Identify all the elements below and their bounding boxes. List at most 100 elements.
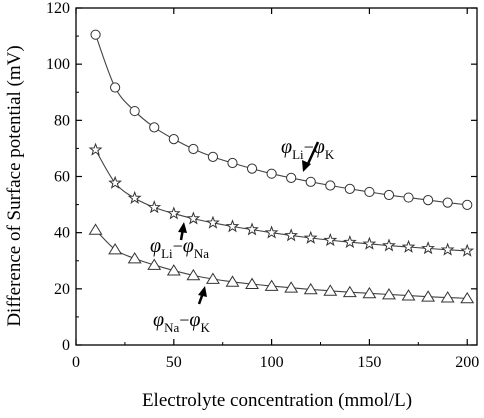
y-tick-label: 40 — [54, 225, 70, 242]
data-point-star — [206, 215, 220, 229]
annotation-li-k-sub-a: Li — [292, 147, 304, 162]
series-line-1 — [95, 34, 468, 206]
data-point-star — [382, 238, 396, 252]
data-point-circle — [207, 151, 219, 162]
data-point-triangle — [166, 264, 181, 276]
y-tick-label: 120 — [46, 0, 70, 17]
data-point-circle — [129, 105, 140, 117]
annotation-li-k: φLi−φK — [281, 136, 335, 172]
x-tick-label: 50 — [166, 354, 182, 371]
annotation-li-na-minus: − — [173, 236, 183, 256]
x-tick-label: 150 — [357, 354, 381, 371]
data-point-triangle — [323, 284, 338, 296]
data-point-circle — [305, 176, 316, 187]
annotation-na-k-phi-a: φ — [153, 309, 164, 331]
annotation-li-k-phi-b: φ — [314, 136, 325, 158]
annotation-na-k-minus: − — [179, 310, 189, 330]
data-point-star — [323, 232, 338, 247]
data-point-circle — [188, 143, 199, 155]
y-tick-label: 80 — [54, 112, 70, 129]
svg-text:φLi−φK: φLi−φK — [281, 136, 335, 162]
x-tick-label: 100 — [260, 354, 284, 371]
annotation-li-k-sub-b: K — [325, 147, 335, 162]
data-point-star — [342, 234, 357, 249]
data-point-circle — [403, 192, 414, 203]
data-point-triangle — [264, 279, 279, 291]
data-point-triangle — [303, 282, 318, 295]
data-point-circle — [168, 134, 179, 145]
data-point-triangle — [460, 291, 475, 304]
data-point-triangle — [88, 223, 103, 235]
annotation-na-k-sub-b: K — [200, 320, 210, 335]
data-point-triangle — [205, 272, 220, 284]
data-point-circle — [442, 197, 453, 208]
data-point-star — [245, 222, 259, 236]
data-point-star — [147, 200, 162, 214]
data-point-star — [460, 243, 475, 257]
data-point-star — [166, 206, 181, 220]
data-point-circle — [90, 29, 101, 40]
data-point-star — [440, 242, 455, 256]
axis-ticks: 0 50 100 150 200 0 20 40 60 80 100 120 — [46, 0, 479, 371]
data-point-circle — [286, 172, 297, 184]
data-point-circle — [266, 168, 277, 179]
annotation-li-na-sub-b: Na — [194, 246, 209, 261]
data-point-circle — [110, 82, 121, 93]
plot-border — [75, 7, 478, 346]
plot-frame — [75, 7, 478, 346]
annotation-li-k-arrow — [305, 141, 320, 167]
data-point-star — [108, 175, 123, 189]
data-point-star — [225, 219, 240, 233]
svg-text:φLi−φNa: φLi−φNa — [150, 235, 209, 261]
data-point-circle — [422, 194, 434, 206]
x-tick-label: 200 — [455, 354, 479, 371]
data-point-circle — [325, 180, 336, 191]
annotation-li-na-arrowhead — [178, 222, 187, 233]
data-point-triangle — [127, 252, 142, 264]
data-point-circle — [149, 122, 160, 133]
data-point-star — [88, 142, 103, 156]
data-point-circle — [246, 163, 258, 174]
data-point-triangle — [382, 287, 396, 300]
data-point-triangle — [440, 291, 455, 303]
data-point-star — [284, 228, 299, 242]
y-tick-label: 0 — [62, 337, 70, 354]
y-tick-label: 20 — [54, 281, 70, 298]
series-markers — [88, 29, 475, 304]
data-point-circle — [364, 186, 375, 198]
x-axis-label: Electrolyte concentration (mmol/L) — [142, 390, 412, 411]
data-point-triangle — [108, 243, 123, 255]
y-tick-label: 100 — [46, 56, 70, 73]
data-point-triangle — [225, 275, 240, 287]
data-point-triangle — [421, 290, 436, 302]
data-point-circle — [462, 199, 473, 210]
annotation-li-k-arrowhead — [302, 160, 311, 172]
svg-text:φNa−φK: φNa−φK — [153, 309, 210, 335]
data-point-triangle — [401, 289, 416, 301]
data-point-star — [401, 239, 416, 253]
data-point-circle — [227, 157, 238, 169]
data-point-triangle — [245, 277, 259, 289]
data-point-star — [127, 190, 142, 205]
data-point-triangle — [284, 281, 299, 293]
annotation-li-k-phi-a: φ — [281, 136, 292, 158]
data-point-star — [264, 225, 279, 239]
data-point-star — [362, 236, 377, 250]
y-axis-label: Difference of Surface potential (mV) — [4, 45, 25, 326]
annotation-na-k: φNa−φK — [153, 286, 210, 335]
data-point-star — [186, 211, 201, 225]
data-point-star — [421, 241, 435, 255]
annotation-li-na-phi-a: φ — [150, 235, 161, 257]
data-point-triangle — [147, 258, 162, 270]
annotation-na-k-phi-b: φ — [189, 309, 200, 331]
data-point-triangle — [186, 268, 201, 281]
annotation-li-k-minus: − — [304, 137, 314, 157]
data-point-triangle — [362, 286, 377, 299]
data-point-star — [303, 230, 318, 244]
annotation-li-na: φLi−φNa — [150, 222, 209, 261]
annotation-na-k-arrowhead — [198, 286, 207, 297]
x-tick-label: 0 — [72, 354, 80, 371]
data-point-triangle — [342, 285, 357, 298]
data-point-circle — [344, 183, 355, 194]
